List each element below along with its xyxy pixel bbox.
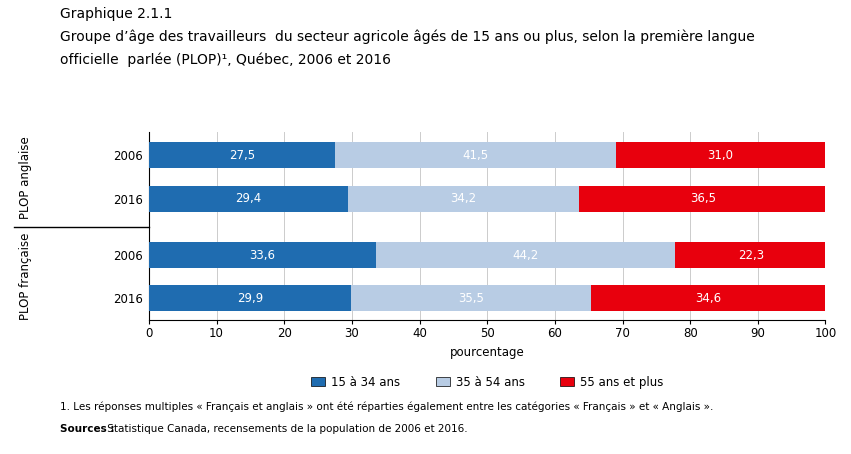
Text: 1. Les réponses multiples « Français et anglais » ont été réparties également en: 1. Les réponses multiples « Français et … [60, 402, 713, 412]
Bar [580, 186, 826, 212]
Bar [348, 186, 580, 212]
Bar [351, 286, 591, 311]
X-axis label: pourcentage: pourcentage [450, 345, 524, 359]
Bar [149, 186, 348, 212]
Text: PLOP anglaise: PLOP anglaise [19, 136, 32, 218]
Legend: 15 à 34 ans, 35 à 54 ans, 55 ans et plus: 15 à 34 ans, 35 à 54 ans, 55 ans et plus [306, 371, 668, 393]
Text: 29,4: 29,4 [235, 192, 261, 205]
Bar [149, 242, 376, 268]
Bar [376, 242, 676, 268]
Text: 33,6: 33,6 [249, 249, 276, 262]
Text: Statistique Canada, recensements de la population de 2006 et 2016.: Statistique Canada, recensements de la p… [104, 424, 467, 434]
Text: 34,6: 34,6 [695, 292, 722, 305]
Text: 31,0: 31,0 [707, 149, 734, 162]
Text: PLOP française: PLOP française [19, 233, 32, 321]
Text: 41,5: 41,5 [462, 149, 488, 162]
Text: 22,3: 22,3 [738, 249, 764, 262]
Bar [676, 242, 826, 268]
Text: 35,5: 35,5 [459, 292, 484, 305]
Text: Graphique 2.1.1: Graphique 2.1.1 [60, 7, 172, 21]
Text: Groupe d’âge des travailleurs  du secteur agricole âgés de 15 ans ou plus, selon: Groupe d’âge des travailleurs du secteur… [60, 30, 754, 44]
Text: 29,9: 29,9 [237, 292, 263, 305]
Bar [591, 286, 825, 311]
Bar [149, 286, 351, 311]
Text: 44,2: 44,2 [512, 249, 539, 262]
Text: Sources :: Sources : [60, 424, 114, 434]
Text: 27,5: 27,5 [229, 149, 255, 162]
Text: 34,2: 34,2 [450, 192, 477, 205]
Text: officielle  parlée (PLOP)¹, Québec, 2006 et 2016: officielle parlée (PLOP)¹, Québec, 2006 … [60, 52, 391, 67]
Bar [335, 143, 616, 168]
Bar [616, 143, 825, 168]
Text: 36,5: 36,5 [689, 192, 716, 205]
Bar [149, 143, 335, 168]
